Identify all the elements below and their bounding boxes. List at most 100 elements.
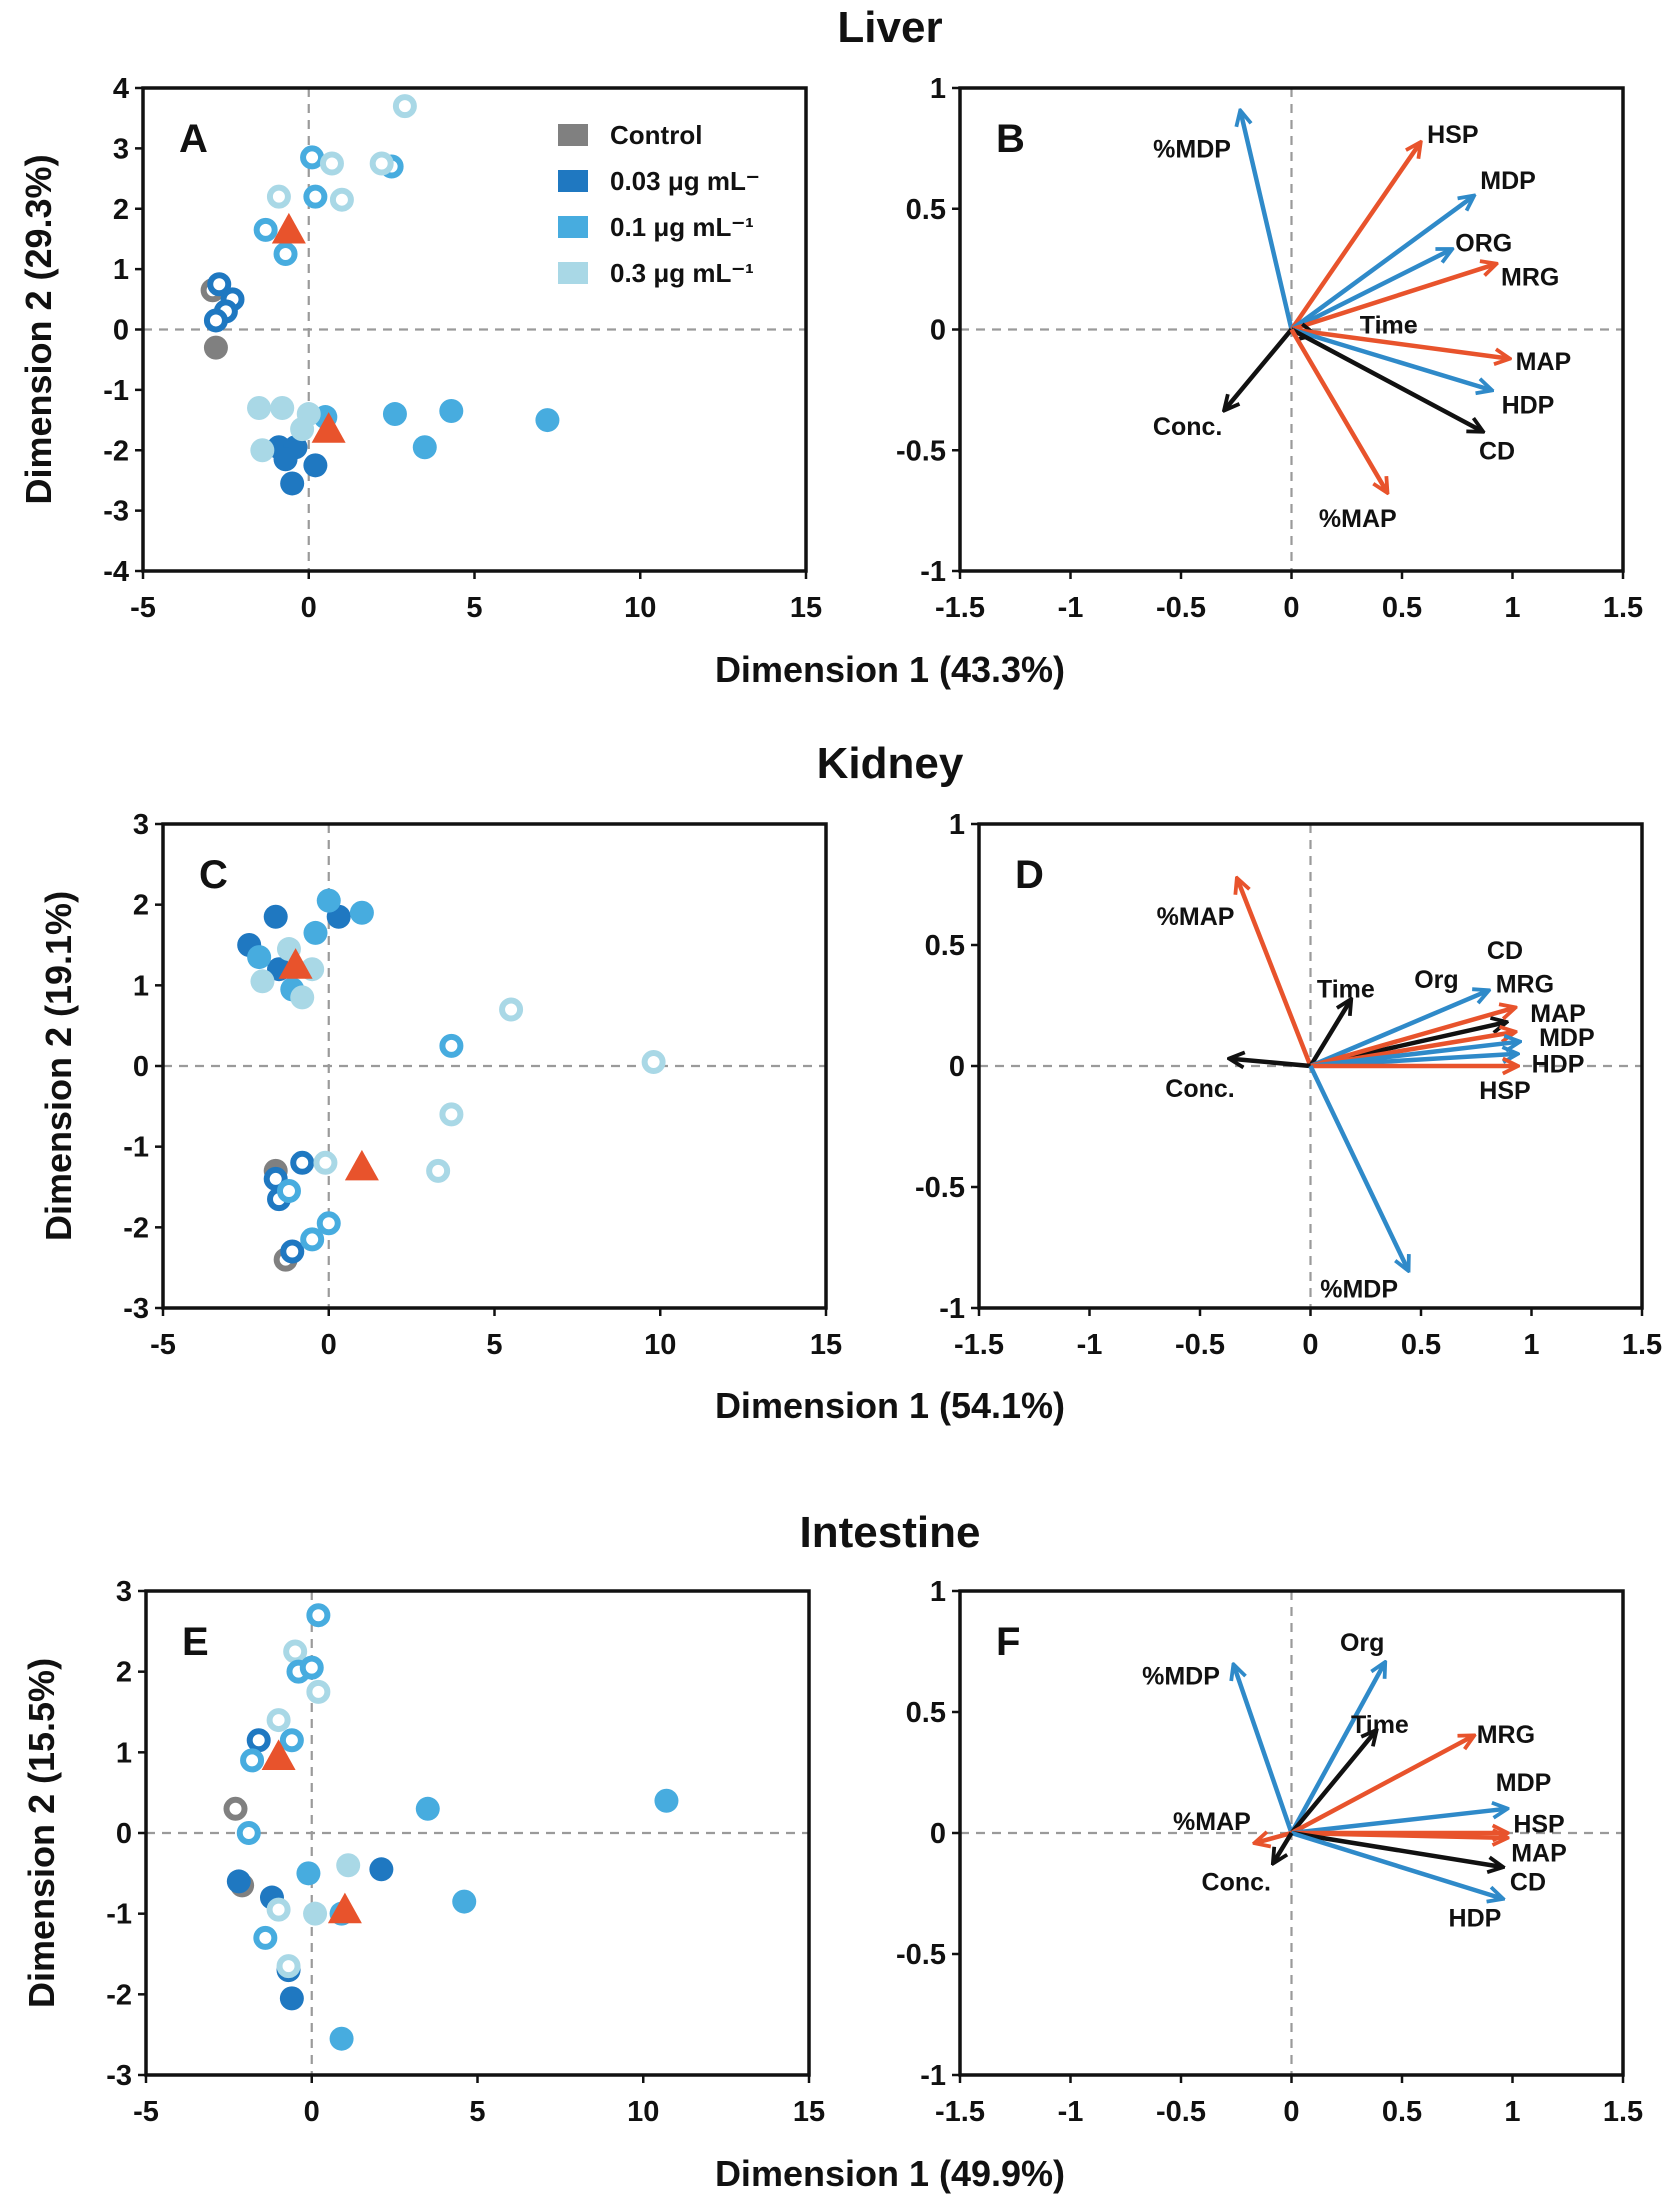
data-point xyxy=(303,1901,328,1926)
y-tick-label: 3 xyxy=(133,809,149,841)
vector-label: HDP xyxy=(1502,391,1555,419)
data-point xyxy=(306,1679,331,1704)
plot-frame xyxy=(161,822,828,1310)
x-tick-label: 5 xyxy=(486,1329,502,1361)
panel-letter: D xyxy=(1015,853,1044,897)
title-intestine: Intestine xyxy=(800,1508,981,1557)
data-point xyxy=(290,417,315,442)
y-tick-label: -2 xyxy=(106,1979,132,2011)
data-point xyxy=(654,1788,679,1813)
plot-frame xyxy=(958,1589,1625,2077)
y-tick-label: 0.5 xyxy=(906,1697,946,1729)
y-tick-label: -3 xyxy=(106,2060,132,2092)
x-tick-label: 1 xyxy=(1504,592,1520,624)
x-tick-label: 0 xyxy=(1283,2096,1299,2128)
panel-d-kidney-biplot: -1.5 -1 -0.5 0 0.5 1 1.5 -1 -0.5 0 0.5 1 D %MAP Time Or… xyxy=(915,809,1662,1361)
x-tick-label: 0.5 xyxy=(1382,2096,1422,2128)
y-tick-label: 1 xyxy=(930,1576,946,1608)
data-point xyxy=(266,1708,291,1733)
vector-label: Time xyxy=(1360,312,1418,340)
vector-label: ORG xyxy=(1455,230,1512,258)
x-tick-label: 10 xyxy=(644,1329,676,1361)
data-point xyxy=(336,1853,361,1878)
loading-vector xyxy=(1289,1664,1385,1835)
data-point xyxy=(273,242,298,267)
y-tick-label: -1 xyxy=(123,1132,149,1164)
data-point xyxy=(319,151,344,176)
data-point xyxy=(276,1954,301,1979)
vector-label: Org xyxy=(1414,966,1458,994)
legend-swatch-01 xyxy=(558,216,588,238)
data-point xyxy=(499,997,524,1022)
data-point xyxy=(203,308,228,333)
data-point xyxy=(240,1748,265,1773)
loading-vector xyxy=(1290,327,1491,390)
loading-vector xyxy=(1290,264,1495,332)
data-point xyxy=(279,1986,304,2011)
centroid-triangle xyxy=(327,1892,362,1924)
vector-label: CD xyxy=(1510,1868,1546,1896)
x-tick-label: -0.5 xyxy=(1156,592,1206,624)
x-tick-label: -1.5 xyxy=(935,592,985,624)
loading-vector xyxy=(1234,1666,1294,1834)
x-tick-label: 0 xyxy=(1302,1329,1318,1361)
vector-label: Time xyxy=(1351,1711,1409,1739)
x-tick-label: 5 xyxy=(469,2096,485,2128)
panel-e-intestine-scatter: -5 0 5 10 15 -3 -2 -1 0 1 2 3 E Dimension 2 (15.5%) xyxy=(21,1576,825,2128)
data-point xyxy=(280,471,305,496)
x-tick-label: -5 xyxy=(150,1329,176,1361)
loading-vector xyxy=(1225,328,1294,410)
data-point xyxy=(535,408,560,433)
legend-label-003: 0.03 μg mL⁻ xyxy=(610,166,760,196)
loading-vector xyxy=(1308,1065,1408,1269)
y-tick-label: 2 xyxy=(113,194,129,226)
panel-letter: B xyxy=(996,117,1025,161)
loading-vector xyxy=(1308,1001,1351,1068)
data-point xyxy=(349,900,374,925)
y-tick-label: -3 xyxy=(123,1293,149,1325)
data-point xyxy=(313,1150,338,1175)
vector-label: HSP xyxy=(1479,1077,1530,1105)
data-point xyxy=(452,1889,477,1914)
loading-vector xyxy=(1238,880,1313,1067)
vector-label: %MDP xyxy=(1153,135,1231,163)
x-axis-label-intestine: Dimension 1 (49.9%) xyxy=(715,2153,1065,2194)
data-point xyxy=(303,453,328,478)
loading-vector xyxy=(1291,327,1509,359)
data-point xyxy=(415,1796,440,1821)
x-tick-label: -1 xyxy=(1058,2096,1084,2128)
panel-c-kidney-scatter: -5 0 5 10 15 -3 -2 -1 0 1 2 3 C Dimension 2 (19.1%) xyxy=(38,809,842,1361)
legend-swatch-03 xyxy=(558,262,588,284)
data-point xyxy=(392,94,417,119)
legend: Control 0.03 μg mL⁻ 0.1 μg mL⁻¹ 0.3 μg m… xyxy=(558,120,760,288)
vector-label: HDP xyxy=(1532,1051,1585,1079)
y-tick-label: -3 xyxy=(103,496,129,528)
vector-label: MDP xyxy=(1539,1024,1595,1052)
vector-label: Conc. xyxy=(1153,413,1222,441)
data-point xyxy=(329,2026,354,2051)
loading-vector xyxy=(1241,112,1294,331)
x-tick-label: 0.5 xyxy=(1401,1329,1441,1361)
panel-f-intestine-biplot: -1.5 -1 -0.5 0 0.5 1 1.5 -1 -0.5 0 0.5 1 F %MDP Org Tim… xyxy=(896,1576,1643,2128)
vector-label: HSP xyxy=(1513,1810,1564,1838)
y-tick-label: 1 xyxy=(930,73,946,105)
data-point xyxy=(276,1179,301,1204)
vector-label: MAP xyxy=(1511,1839,1567,1867)
data-point xyxy=(329,187,354,212)
x-tick-label: 1.5 xyxy=(1622,1329,1662,1361)
data-point xyxy=(426,1158,451,1183)
data-point xyxy=(316,1211,341,1236)
plot-frame xyxy=(977,822,1644,1310)
data-point xyxy=(279,1728,304,1753)
data-point xyxy=(369,151,394,176)
x-axis-label-liver: Dimension 1 (43.3%) xyxy=(715,649,1065,690)
data-point xyxy=(253,217,278,242)
y-axis-label: Dimension 2 (29.3%) xyxy=(18,154,59,504)
data-point xyxy=(303,920,328,945)
x-tick-label: 1 xyxy=(1504,2096,1520,2128)
data-point xyxy=(439,1033,464,1058)
vector-label: %MAP xyxy=(1173,1808,1251,1836)
y-tick-label: 0 xyxy=(949,1051,965,1083)
vector-label: MAP xyxy=(1516,348,1572,376)
legend-label-control: Control xyxy=(610,120,702,150)
